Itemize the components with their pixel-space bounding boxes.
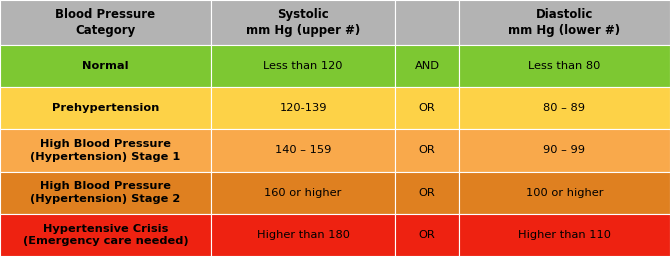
Bar	[0, 87, 211, 129]
Bar	[0, 45, 211, 87]
Bar	[459, 214, 670, 256]
Text: Hypertensive Crisis
(Emergency care needed): Hypertensive Crisis (Emergency care need…	[23, 224, 188, 246]
Bar	[459, 172, 670, 214]
Bar	[395, 172, 459, 214]
Bar	[211, 129, 395, 172]
Text: 80 – 89: 80 – 89	[543, 103, 586, 113]
Bar	[211, 87, 395, 129]
Bar	[211, 172, 395, 214]
Text: Diastolic
mm Hg (lower #): Diastolic mm Hg (lower #)	[509, 8, 620, 37]
Bar	[211, 0, 395, 45]
Bar	[395, 214, 459, 256]
Bar	[0, 214, 211, 256]
Text: Normal: Normal	[82, 61, 129, 71]
Bar	[211, 214, 395, 256]
Text: Blood Pressure
Category: Blood Pressure Category	[56, 8, 155, 37]
Text: OR: OR	[419, 103, 436, 113]
Bar	[395, 45, 459, 87]
Bar	[395, 129, 459, 172]
Text: AND: AND	[415, 61, 440, 71]
Bar	[0, 172, 211, 214]
Text: Higher than 180: Higher than 180	[257, 230, 350, 240]
Bar	[459, 87, 670, 129]
Text: 90 – 99: 90 – 99	[543, 145, 586, 155]
Bar	[211, 45, 395, 87]
Text: 160 or higher: 160 or higher	[265, 188, 342, 198]
Text: High Blood Pressure
(Hypertension) Stage 1: High Blood Pressure (Hypertension) Stage…	[30, 139, 181, 162]
Text: OR: OR	[419, 188, 436, 198]
Text: Prehypertension: Prehypertension	[52, 103, 159, 113]
Bar	[395, 0, 459, 45]
Bar	[459, 0, 670, 45]
Text: Systolic
mm Hg (upper #): Systolic mm Hg (upper #)	[246, 8, 360, 37]
Text: OR: OR	[419, 230, 436, 240]
Text: Less than 80: Less than 80	[528, 61, 601, 71]
Text: Less than 120: Less than 120	[263, 61, 343, 71]
Bar	[459, 129, 670, 172]
Bar	[0, 0, 211, 45]
Text: 120-139: 120-139	[279, 103, 327, 113]
Bar	[395, 87, 459, 129]
Bar	[0, 129, 211, 172]
Text: 100 or higher: 100 or higher	[526, 188, 603, 198]
Text: OR: OR	[419, 145, 436, 155]
Text: Higher than 110: Higher than 110	[518, 230, 611, 240]
Text: 140 – 159: 140 – 159	[275, 145, 332, 155]
Bar	[459, 45, 670, 87]
Text: High Blood Pressure
(Hypertension) Stage 2: High Blood Pressure (Hypertension) Stage…	[30, 182, 181, 204]
